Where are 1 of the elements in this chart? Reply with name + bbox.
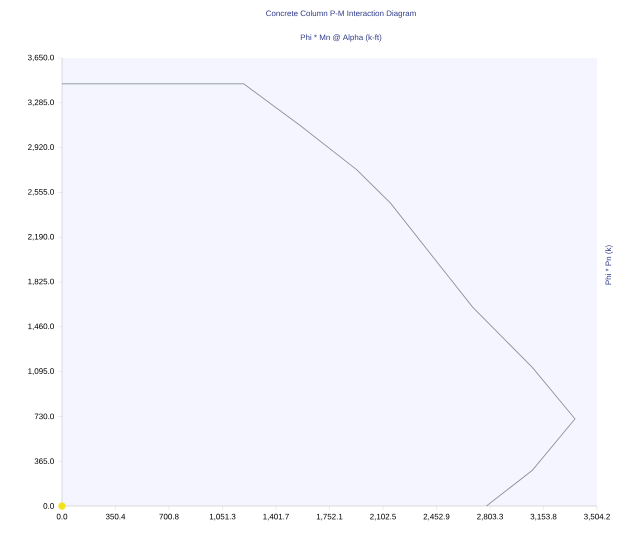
line-series [62,83,576,506]
